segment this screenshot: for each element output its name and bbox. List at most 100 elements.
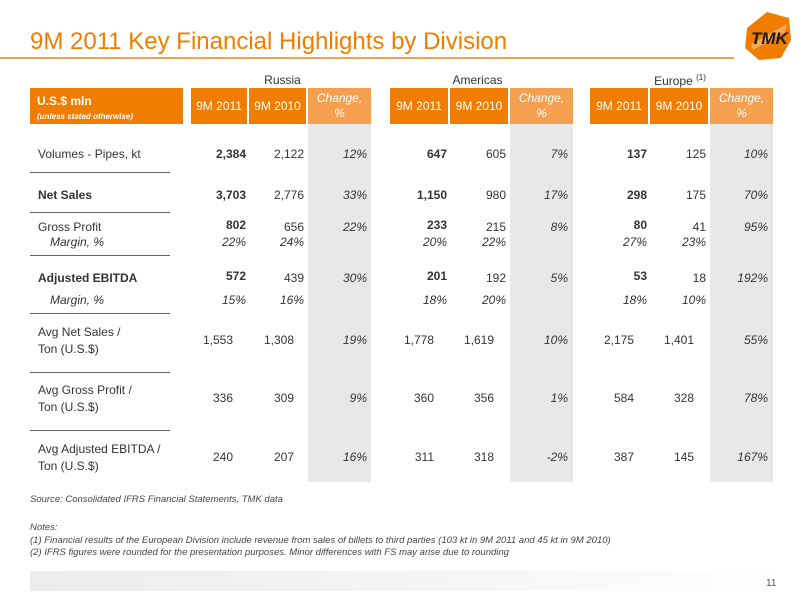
header-americas-change: Change,% xyxy=(510,88,573,124)
europe-prior-value: 328 xyxy=(673,391,694,405)
row-label: Net Sales xyxy=(38,188,93,202)
footer-bar xyxy=(30,571,790,591)
note-item: (1) Financial results of the European Di… xyxy=(30,534,611,546)
row-label: Gross Profit xyxy=(38,220,102,234)
header-americas-prior: 9M 2010 xyxy=(450,88,508,124)
europe-change-value: 78% xyxy=(743,391,768,405)
americas-current-value: 360 xyxy=(413,391,434,405)
source-note: Source: Consolidated IFRS Financial Stat… xyxy=(30,494,283,505)
russia-current-value: 2,384 xyxy=(215,147,246,161)
shade-americas-change xyxy=(510,124,573,482)
americas-current-value: 20% xyxy=(422,235,447,249)
americas-prior-value: 318 xyxy=(473,450,494,464)
americas-change-value: 10% xyxy=(543,333,568,347)
europe-change-value: 192% xyxy=(737,271,768,285)
header-russia-prior: 9M 2010 xyxy=(249,88,306,124)
row-separator xyxy=(30,372,170,373)
americas-prior-value: 1,619 xyxy=(463,333,494,347)
header-europe-current: 9M 2011 xyxy=(590,88,648,124)
row-separator xyxy=(30,255,170,256)
russia-current-value: 802 xyxy=(225,218,246,232)
europe-prior-value: 145 xyxy=(673,450,694,464)
header-americas-current: 9M 2011 xyxy=(390,88,448,124)
russia-change-value: 30% xyxy=(342,271,367,285)
europe-current-value: 298 xyxy=(626,188,647,202)
americas-prior-value: 356 xyxy=(473,391,494,405)
russia-change-value: 22% xyxy=(342,220,367,234)
notes-heading: Notes: xyxy=(30,522,58,533)
americas-current-value: 201 xyxy=(426,269,447,283)
russia-current-value: 336 xyxy=(212,391,233,405)
europe-prior-value: 175 xyxy=(685,188,706,202)
header-europe-change: Change,% xyxy=(710,88,773,124)
header-russia-current: 9M 2011 xyxy=(191,88,247,124)
europe-current-value: 584 xyxy=(613,391,634,405)
russia-change-value: 33% xyxy=(342,188,367,202)
americas-change-value: 5% xyxy=(550,271,568,285)
row-separator xyxy=(30,313,170,314)
russia-change-value: 12% xyxy=(342,147,367,161)
americas-change-value: 7% xyxy=(550,147,568,161)
region-americas: Americas xyxy=(452,73,503,87)
row-label: Margin, % xyxy=(50,235,105,249)
row-label: Volumes - Pipes, kt xyxy=(38,147,141,161)
europe-change-value: 167% xyxy=(737,450,768,464)
europe-change-value: 70% xyxy=(743,188,768,202)
header-russia-change: Change,% xyxy=(308,88,371,124)
europe-prior-value: 10% xyxy=(681,293,706,307)
shade-russia-change xyxy=(308,124,371,482)
europe-current-value: 387 xyxy=(613,450,634,464)
americas-current-value: 233 xyxy=(426,218,447,232)
russia-current-value: 15% xyxy=(221,293,246,307)
americas-prior-value: 192 xyxy=(485,271,506,285)
footnotes: Notes: (1) Financial results of the Euro… xyxy=(30,522,611,560)
region-russia: Russia xyxy=(264,73,301,87)
europe-prior-value: 1,401 xyxy=(663,333,694,347)
russia-prior-value: 1,308 xyxy=(263,333,294,347)
region-europe-note: (1) xyxy=(696,73,706,82)
russia-prior-value: 2,776 xyxy=(273,188,304,202)
europe-current-value: 53 xyxy=(633,269,647,283)
americas-current-value: 647 xyxy=(426,147,447,161)
americas-change-value: 17% xyxy=(543,188,568,202)
shade-europe-change xyxy=(710,124,773,482)
russia-prior-value: 439 xyxy=(283,271,304,285)
russia-prior-value: 2,122 xyxy=(273,147,304,161)
europe-change-value: 95% xyxy=(743,220,768,234)
russia-prior-value: 309 xyxy=(273,391,294,405)
russia-prior-value: 656 xyxy=(283,220,304,234)
russia-prior-value: 207 xyxy=(273,450,294,464)
row-label: Avg Net Sales / Ton (U.S.$) xyxy=(38,325,121,356)
note-item: (2) IFRS figures were rounded for the pr… xyxy=(30,547,509,558)
russia-current-value: 1,553 xyxy=(202,333,233,347)
americas-prior-value: 215 xyxy=(485,220,506,234)
page-title: 9M 2011 Key Financial Highlights by Divi… xyxy=(30,28,508,55)
americas-prior-value: 980 xyxy=(485,188,506,202)
title-divider xyxy=(0,57,734,59)
europe-change-value: 55% xyxy=(743,333,768,347)
europe-current-value: 2,175 xyxy=(603,333,634,347)
americas-current-value: 1,150 xyxy=(416,188,447,202)
row-separator xyxy=(30,430,170,431)
europe-current-value: 18% xyxy=(622,293,647,307)
page-number: 11 xyxy=(766,578,777,589)
header-europe-prior: 9M 2010 xyxy=(650,88,708,124)
americas-current-value: 1,778 xyxy=(403,333,434,347)
region-europe: Europe (1) xyxy=(654,73,706,88)
americas-change-value: 8% xyxy=(550,220,568,234)
americas-prior-value: 605 xyxy=(485,147,506,161)
americas-prior-value: 20% xyxy=(481,293,506,307)
row-label: Adjusted EBITDA xyxy=(38,271,138,285)
americas-current-value: 18% xyxy=(422,293,447,307)
europe-current-value: 80 xyxy=(633,218,647,232)
row-separator xyxy=(30,212,170,213)
russia-prior-value: 16% xyxy=(279,293,304,307)
europe-current-value: 137 xyxy=(626,147,647,161)
russia-change-value: 16% xyxy=(342,450,367,464)
russia-change-value: 9% xyxy=(349,391,367,405)
row-separator xyxy=(30,172,170,173)
americas-change-value: -2% xyxy=(546,450,568,464)
russia-current-value: 240 xyxy=(212,450,233,464)
row-label: Avg Gross Profit / Ton (U.S.$) xyxy=(38,383,132,414)
russia-current-value: 22% xyxy=(221,235,246,249)
